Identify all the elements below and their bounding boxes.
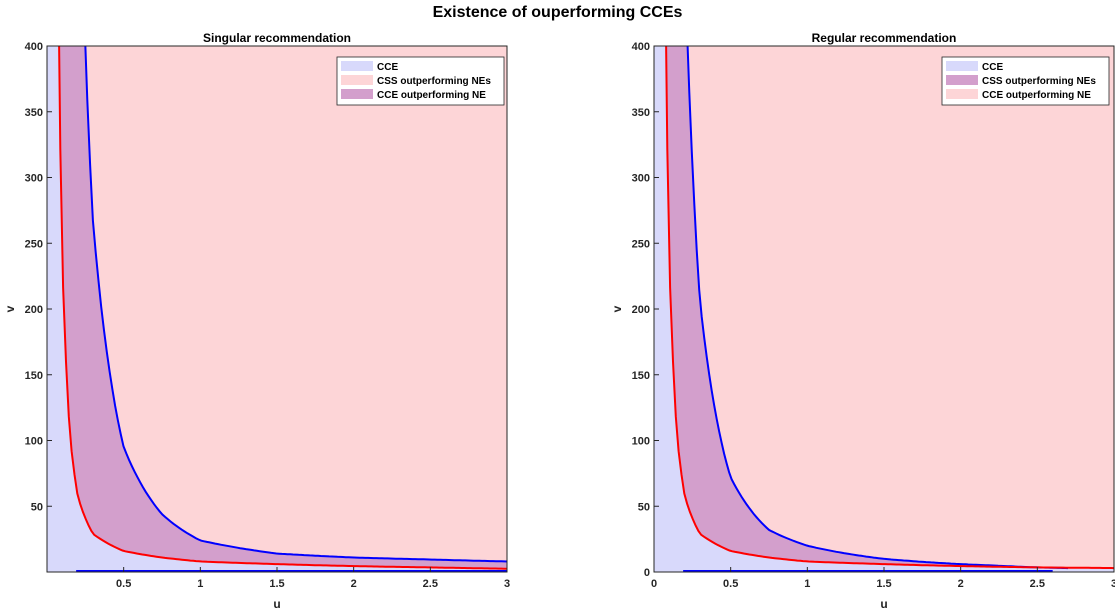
x-axis-label-0: u	[273, 597, 280, 611]
subplot-regular: 0 0.5 1 1.5 2 2.5 3 0 50 100 150 200 250 300 350 400 Re…	[610, 31, 1115, 611]
css-boundary-line-0	[58, 46, 507, 570]
y-tick-label: 350	[25, 107, 43, 119]
x-tick-label: 3	[1111, 578, 1115, 590]
legend-swatch-1-1	[946, 75, 978, 85]
legend-label-0-1: CSS outperforming NEs	[377, 76, 491, 87]
x-tick-label: 1.5	[876, 578, 891, 590]
y-tick-label: 50	[638, 501, 650, 513]
cce-outperforming-region-0	[47, 46, 507, 572]
x-tick-label: 1	[197, 578, 203, 590]
figure-title: Existence of ouperforming CCEs	[432, 4, 683, 21]
legend-label-0-0: CCE	[377, 62, 398, 73]
legend-0: CCE CSS outperforming NEs CCE outperform…	[336, 56, 505, 106]
legend-label-1-1: CSS outperforming NEs	[982, 76, 1096, 87]
x-axis-label-1: u	[880, 597, 887, 611]
subplot-title-0: Singular recommendation	[203, 31, 351, 45]
x-tick-label: 0	[651, 578, 657, 590]
css-boundary-line-1	[665, 46, 1114, 570]
legend-label-0-2: CCE outperforming NE	[377, 90, 486, 101]
x-tick-label: 2.5	[423, 578, 438, 590]
legend-label-1-2: CCE outperforming NE	[982, 90, 1091, 101]
x-tick-label: 2	[958, 578, 964, 590]
y-tick-label: 150	[25, 370, 43, 382]
legend-swatch-0-1	[341, 75, 373, 85]
y-tick-label: 250	[632, 238, 650, 250]
x-tick-label: 0.5	[723, 578, 738, 590]
x-tick-label: 2	[351, 578, 357, 590]
y-tick-label: 250	[25, 238, 43, 250]
y-tick-label: 100	[632, 436, 650, 448]
axis-ticks-1: 0 0.5 1 1.5 2 2.5 3 0 50 100 150 200 250 300 350 400	[632, 41, 1115, 590]
legend-1: CCE CSS outperforming NEs CCE outperform…	[941, 56, 1110, 106]
legend-swatch-0-2	[341, 89, 373, 99]
y-tick-label: 400	[632, 41, 650, 53]
x-tick-label: 0.5	[116, 578, 131, 590]
subplot-title-1: Regular recommendation	[812, 31, 957, 45]
y-tick-label: 350	[632, 107, 650, 119]
css-outperforming-region-1	[654, 46, 1068, 572]
x-tick-label: 1	[804, 578, 810, 590]
y-axis-label-0: v	[3, 305, 17, 312]
y-tick-label: 300	[25, 173, 43, 185]
y-tick-label: 200	[25, 304, 43, 316]
y-tick-label: 400	[25, 41, 43, 53]
x-tick-label: 3	[504, 578, 510, 590]
y-axis-label-1: v	[610, 305, 624, 312]
y-tick-label: 200	[632, 304, 650, 316]
y-tick-label: 300	[632, 173, 650, 185]
cce-boundary-line-0	[84, 46, 507, 563]
y-tick-label: 50	[31, 501, 43, 513]
legend-swatch-1-0	[946, 61, 978, 71]
legend-swatch-1-2	[946, 89, 978, 99]
legend-label-1-0: CCE	[982, 62, 1003, 73]
x-tick-label: 1.5	[269, 578, 284, 590]
legend-swatch-0-0	[341, 61, 373, 71]
y-tick-label: 0	[644, 567, 650, 579]
x-tick-label: 2.5	[1030, 578, 1045, 590]
y-tick-label: 100	[25, 436, 43, 448]
y-tick-label: 150	[632, 370, 650, 382]
